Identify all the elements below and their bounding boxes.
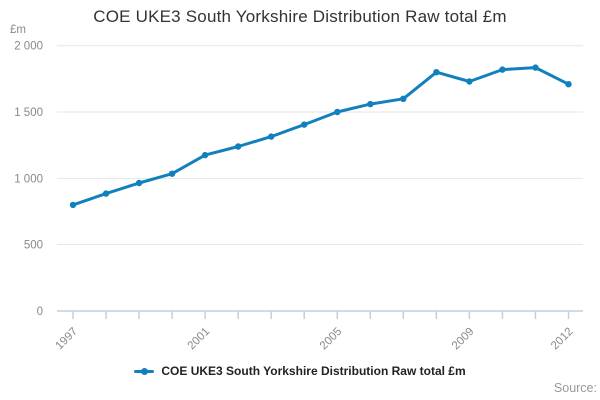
data-point[interactable] xyxy=(334,108,341,116)
y-axis-tick-label: 500 xyxy=(24,240,43,252)
plot-area: £m 0 500 1 000 1 500 2 000 1997 2001 2005 2009 201… xyxy=(10,24,583,353)
data-point[interactable] xyxy=(565,81,572,88)
y-axis-tick-label: 2 000 xyxy=(14,41,43,53)
y-axis-tick-label: 0 xyxy=(37,306,43,318)
data-point[interactable] xyxy=(135,179,143,187)
data-point[interactable] xyxy=(268,133,275,140)
data-point[interactable] xyxy=(532,64,539,71)
y-axis-unit-label: £m xyxy=(10,24,26,36)
legend[interactable]: COE UKE3 South Yorkshire Distribution Ra… xyxy=(0,364,600,378)
x-axis-tick-label: 2005 xyxy=(318,326,345,353)
legend-line-marker-icon xyxy=(134,367,155,376)
data-point[interactable] xyxy=(400,95,407,103)
data-point[interactable] xyxy=(69,201,77,209)
x-axis-tick-label: 2001 xyxy=(186,326,213,353)
legend-marker-dot xyxy=(140,367,148,375)
x-axis-tick-label: 2009 xyxy=(450,326,477,353)
data-point[interactable] xyxy=(433,69,440,76)
y-axis-tick-label: 1 000 xyxy=(14,173,43,185)
data-point[interactable] xyxy=(499,66,506,73)
x-axis-tick-label: 1997 xyxy=(54,326,81,353)
data-point[interactable] xyxy=(367,100,374,108)
data-point[interactable] xyxy=(301,121,308,128)
data-point[interactable] xyxy=(168,170,176,177)
data-point[interactable] xyxy=(466,78,473,85)
series-line xyxy=(71,66,570,207)
data-point[interactable] xyxy=(235,143,242,150)
source-label: Source: xyxy=(553,381,597,395)
y-axis-tick-label: 1 500 xyxy=(14,107,43,119)
legend-label: COE UKE3 South Yorkshire Distribution Ra… xyxy=(161,364,466,378)
chart-svg: £m 0 500 1 000 1 500 2 000 1997 2001 2005 2009 201… xyxy=(10,24,583,353)
chart-title: COE UKE3 South Yorkshire Distribution Ra… xyxy=(93,7,507,26)
data-point[interactable] xyxy=(201,151,209,159)
x-axis-tick-label: 2012 xyxy=(549,326,576,353)
data-point[interactable] xyxy=(102,190,110,197)
